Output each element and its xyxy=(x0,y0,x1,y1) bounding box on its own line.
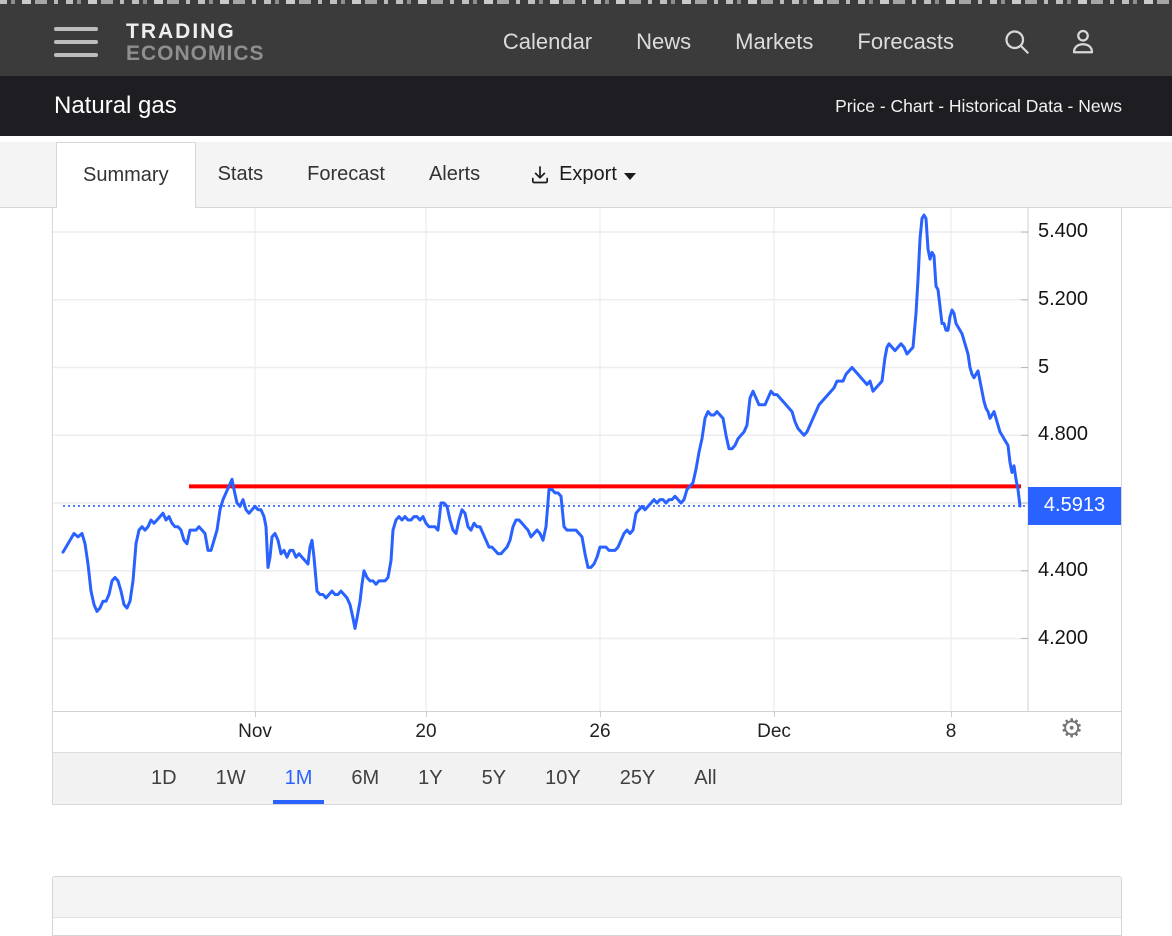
subheader-links[interactable]: Price - Chart - Historical Data - News xyxy=(835,95,1122,116)
trading-economics-logo[interactable]: TRADING ECONOMICS xyxy=(126,21,265,64)
nav-item-news[interactable]: News xyxy=(636,29,692,54)
download-icon xyxy=(532,165,549,183)
range-5y[interactable]: 5Y xyxy=(481,767,507,789)
nav-item-calendar[interactable]: Calendar xyxy=(502,29,593,54)
x-axis: Nov 20 26 Dec 8 xyxy=(53,712,1121,752)
instrument-header: Natural gas Price - Chart - Historical D… xyxy=(0,76,1172,136)
tab-bar: Summary Stats Forecast Alerts Export xyxy=(0,142,1172,208)
y-axis-label: 5.200 xyxy=(1038,287,1089,310)
chevron-down-icon xyxy=(623,172,636,180)
y-axis-label: 4.200 xyxy=(1038,626,1089,649)
x-axis-label: Dec xyxy=(757,721,791,742)
top-navbar: TRADING ECONOMICS Calendar News Markets … xyxy=(0,8,1172,76)
chart-area[interactable]: 5.400 5.200 5 4.800 4.400 4.200 4.5913 xyxy=(53,208,1121,712)
hamburger-menu-icon[interactable] xyxy=(54,27,98,57)
range-25y[interactable]: 25Y xyxy=(619,767,656,789)
x-axis-label: 20 xyxy=(415,721,437,742)
tab-summary[interactable]: Summary xyxy=(56,142,196,208)
nav-menu: Calendar News Markets Forecasts xyxy=(503,29,954,55)
chart-settings-gear-icon[interactable] xyxy=(1060,715,1083,741)
range-10y[interactable]: 10Y xyxy=(545,767,581,789)
range-1y[interactable]: 1Y xyxy=(418,767,443,789)
user-account-icon[interactable] xyxy=(1068,27,1098,57)
page-title: Natural gas xyxy=(54,92,177,119)
range-6m[interactable]: 6M xyxy=(351,767,380,789)
x-axis-tick xyxy=(951,712,952,717)
y-axis-label: 4.400 xyxy=(1038,558,1089,581)
y-axis-label: 5.400 xyxy=(1038,220,1089,243)
export-label: Export xyxy=(559,163,617,185)
y-axis-label: 5 xyxy=(1038,355,1050,378)
tab-forecast[interactable]: Forecast xyxy=(307,163,385,185)
related-panel xyxy=(52,876,1122,936)
x-axis-label: Nov xyxy=(238,721,272,742)
x-axis-tick xyxy=(426,712,427,717)
logo-line-1: TRADING xyxy=(126,19,236,43)
related-panel-header xyxy=(53,877,1121,918)
tab-stats[interactable]: Stats xyxy=(217,163,264,185)
x-axis-tick xyxy=(255,712,256,717)
y-axis-label: 4.800 xyxy=(1038,423,1089,446)
x-axis-tick xyxy=(774,712,775,717)
export-dropdown[interactable]: Export xyxy=(508,142,656,207)
current-price-badge: 4.5913 xyxy=(1028,486,1121,525)
price-line-chart[interactable] xyxy=(53,208,1121,711)
x-axis-label: 8 xyxy=(945,721,957,742)
nav-item-markets[interactable]: Markets xyxy=(735,29,814,54)
ticker-strip xyxy=(0,0,1172,8)
range-1d[interactable]: 1D xyxy=(151,767,177,789)
chart-card: 5.400 5.200 5 4.800 4.400 4.200 4.5913 Nov 20 2… xyxy=(52,208,1122,805)
range-selector: 1D 1W 1M 6M 1Y 5Y 10Y 25Y All xyxy=(53,752,1121,804)
x-axis-label: 26 xyxy=(589,721,611,742)
search-icon[interactable] xyxy=(1002,27,1032,57)
tab-alerts[interactable]: Alerts xyxy=(428,163,481,185)
range-1m[interactable]: 1M xyxy=(273,753,325,804)
logo-line-2: ECONOMICS xyxy=(126,41,265,65)
range-all[interactable]: All xyxy=(694,767,717,789)
range-1w[interactable]: 1W xyxy=(215,767,246,789)
x-axis-tick xyxy=(600,712,601,717)
nav-icons xyxy=(1002,27,1098,57)
nav-item-forecasts[interactable]: Forecasts xyxy=(857,29,954,54)
